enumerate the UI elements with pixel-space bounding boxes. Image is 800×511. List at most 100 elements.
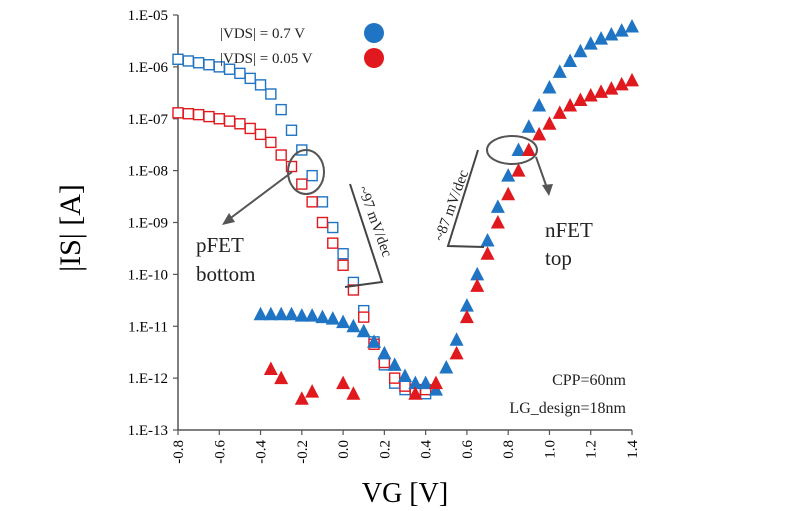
data-point bbox=[337, 248, 349, 260]
x-axis-title: VG [V] bbox=[362, 478, 448, 509]
data-point bbox=[614, 76, 629, 91]
series-nfet-vds-0-7 bbox=[253, 19, 639, 396]
data-point bbox=[284, 306, 299, 321]
pfet-highlight-ellipse bbox=[287, 149, 325, 195]
ss-nfet-slope-bracket bbox=[446, 149, 485, 248]
data-point bbox=[203, 110, 215, 123]
data-point bbox=[388, 372, 401, 384]
data-point bbox=[336, 314, 351, 329]
x-tick-label: -0.6 bbox=[212, 440, 228, 464]
data-point bbox=[563, 53, 578, 67]
pfet-label-line2: bottom bbox=[196, 262, 256, 286]
data-point bbox=[285, 124, 298, 136]
data-point bbox=[192, 108, 205, 121]
x-axis-ticks: -0.8 -0.6 -0.4 -0.2 0.0 0.2 0.4 0.6 0.8 1.0 1.2 1.4 bbox=[171, 430, 641, 464]
lg-design-label: LG_design=18nm bbox=[509, 400, 626, 417]
data-point bbox=[305, 308, 320, 322]
data-point bbox=[294, 391, 309, 405]
data-point bbox=[408, 375, 423, 390]
data-point bbox=[254, 79, 267, 91]
y-tick-label: 1.E-10 bbox=[128, 267, 168, 283]
data-point bbox=[263, 361, 278, 375]
data-point bbox=[182, 108, 195, 120]
ss-nfet-annotation: ~87 mV/dec bbox=[432, 149, 485, 248]
data-point bbox=[346, 386, 361, 400]
data-point bbox=[172, 53, 184, 65]
pfet-pointer-arrowhead bbox=[222, 213, 235, 225]
data-point bbox=[501, 186, 516, 201]
cpp-label: CPP=60nm bbox=[552, 372, 626, 389]
data-point bbox=[511, 163, 526, 177]
y-tick-label: 1.E-09 bbox=[128, 216, 168, 232]
data-point bbox=[325, 311, 340, 325]
data-point bbox=[511, 142, 526, 156]
data-point bbox=[172, 107, 184, 119]
y-tick-label: 1.E-11 bbox=[128, 319, 168, 335]
data-point bbox=[253, 306, 268, 321]
legend-marker-vds-0-7 bbox=[364, 23, 384, 43]
data-point bbox=[398, 368, 412, 382]
data-point bbox=[604, 81, 619, 95]
data-point bbox=[604, 27, 619, 41]
series-layer bbox=[172, 19, 639, 405]
y-tick-label: 1.E-08 bbox=[128, 164, 168, 180]
data-point bbox=[254, 128, 267, 141]
x-tick-label: 0.4 bbox=[419, 440, 435, 459]
data-point bbox=[316, 196, 329, 208]
data-point bbox=[490, 215, 505, 229]
nfet-pointer-arrowhead bbox=[542, 184, 553, 196]
data-point bbox=[377, 345, 392, 360]
data-point bbox=[182, 55, 195, 67]
data-point bbox=[470, 266, 485, 281]
y-axis-title: |IS| [A] bbox=[54, 184, 87, 272]
pfet-pointer-line bbox=[227, 171, 293, 221]
data-point bbox=[296, 178, 308, 190]
data-point bbox=[263, 306, 278, 321]
data-point bbox=[306, 196, 318, 208]
data-point bbox=[336, 375, 351, 390]
y-tick-label: 1.E-12 bbox=[128, 371, 168, 387]
ss-pfet-annotation: ~97 mV/dec bbox=[344, 183, 395, 288]
data-point bbox=[337, 259, 349, 271]
data-point bbox=[316, 216, 329, 229]
data-point bbox=[532, 98, 547, 112]
data-point bbox=[542, 116, 557, 130]
data-point bbox=[470, 278, 485, 292]
data-point bbox=[625, 19, 639, 33]
data-point bbox=[583, 88, 598, 102]
x-tick-label: 0.6 bbox=[460, 440, 476, 459]
y-tick-label: 1.E-05 bbox=[128, 8, 168, 24]
ss-pfet-slope-bracket bbox=[344, 183, 384, 288]
data-point bbox=[480, 232, 495, 247]
data-point bbox=[480, 246, 495, 260]
nfet-pointer-line bbox=[535, 156, 548, 189]
nfet-highlight-ellipse bbox=[486, 135, 538, 165]
x-tick-label: 1.4 bbox=[625, 440, 641, 459]
data-point bbox=[294, 308, 309, 322]
x-tick-label: -0.2 bbox=[295, 440, 311, 464]
legend-label-vds-0-7: |VDS| = 0.7 V bbox=[220, 26, 305, 42]
data-point bbox=[449, 345, 464, 360]
data-point bbox=[358, 311, 370, 323]
data-point bbox=[367, 334, 382, 348]
data-point bbox=[234, 118, 246, 130]
data-point bbox=[275, 149, 287, 161]
data-point bbox=[428, 375, 443, 390]
data-point bbox=[490, 199, 505, 213]
data-point bbox=[244, 122, 256, 135]
data-point bbox=[542, 80, 557, 94]
data-point bbox=[521, 142, 536, 156]
data-point bbox=[532, 126, 547, 141]
pfet-label-line1: pFET bbox=[196, 233, 244, 257]
data-point bbox=[552, 105, 567, 119]
data-point bbox=[305, 384, 320, 398]
data-point bbox=[614, 23, 629, 37]
data-point bbox=[521, 119, 536, 133]
data-point bbox=[449, 332, 464, 346]
data-point bbox=[213, 113, 225, 125]
data-point bbox=[274, 306, 289, 321]
x-tick-label: -0.4 bbox=[254, 440, 270, 464]
data-point bbox=[418, 375, 433, 390]
data-point bbox=[315, 309, 330, 324]
